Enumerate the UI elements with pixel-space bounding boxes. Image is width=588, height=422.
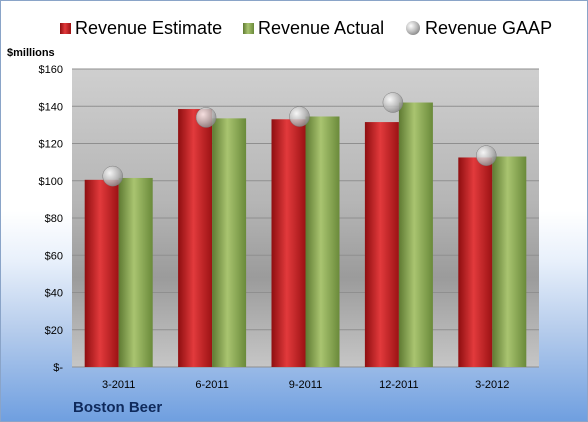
- bar-revenue-actual-12-2011: [398, 102, 433, 368]
- y-tick-label: $40: [45, 288, 63, 300]
- legend-label-gaap: Revenue GAAP: [425, 18, 552, 38]
- y-tick-label: $160: [39, 64, 63, 76]
- legend-item-gaap: Revenue GAAP: [406, 18, 552, 38]
- legend-label-actual: Revenue Actual: [258, 18, 384, 38]
- y-tick-label: $140: [39, 101, 63, 113]
- bar-revenue-estimate-12-2011: [364, 122, 399, 367]
- x-tick-label: 6-2011: [195, 379, 228, 391]
- company-name: Boston Beer: [73, 399, 163, 416]
- bar-revenue-estimate-6-2011: [178, 109, 213, 367]
- y-tick-label: $100: [39, 176, 63, 188]
- x-tick-label: 9-2011: [289, 379, 322, 391]
- bar-revenue-actual-3-2012: [492, 156, 527, 367]
- bar-revenue-actual-6-2011: [212, 118, 247, 367]
- legend-swatch-estimate: [60, 23, 71, 34]
- y-tick-label: $80: [45, 213, 63, 225]
- x-tick-label: 3-2012: [475, 379, 509, 391]
- marker-revenue-gaap-3-2011: [102, 165, 123, 187]
- y-tick-label: $120: [39, 139, 63, 151]
- bar-revenue-estimate-3-2011: [84, 179, 119, 367]
- y-tick-label: $60: [45, 250, 63, 262]
- marker-revenue-gaap-9-2011: [289, 106, 310, 127]
- legend-item-estimate: Revenue Estimate: [60, 18, 222, 38]
- marker-revenue-gaap-6-2011: [195, 107, 217, 128]
- y-axis: $- $20 $40 $60 $80 $100 $120 $140 $160: [39, 64, 64, 374]
- marker-revenue-gaap-12-2011: [382, 92, 404, 113]
- bars: [84, 102, 527, 368]
- x-tick-label: 12-2011: [379, 379, 419, 391]
- bar-revenue-actual-9-2011: [305, 116, 340, 368]
- legend-label-estimate: Revenue Estimate: [75, 18, 222, 38]
- legend-swatch-gaap: [406, 21, 420, 35]
- y-tick-label: $-: [53, 362, 63, 374]
- y-axis-label: $millions: [7, 47, 55, 59]
- bar-revenue-estimate-9-2011: [271, 119, 306, 367]
- x-axis: 3-2011 6-2011 9-2011 12-2011 3-2012: [102, 379, 509, 391]
- legend-item-actual: Revenue Actual: [243, 18, 384, 38]
- legend-swatch-actual: [243, 23, 254, 34]
- x-tick-label: 3-2011: [102, 379, 135, 391]
- legend: Revenue Estimate Revenue Actual Revenue …: [60, 18, 552, 38]
- y-tick-label: $20: [45, 325, 63, 337]
- bar-revenue-actual-3-2011: [118, 177, 153, 367]
- marker-revenue-gaap-3-2012: [476, 145, 497, 166]
- bar-revenue-estimate-3-2012: [458, 157, 493, 367]
- gaap-markers: [102, 92, 497, 187]
